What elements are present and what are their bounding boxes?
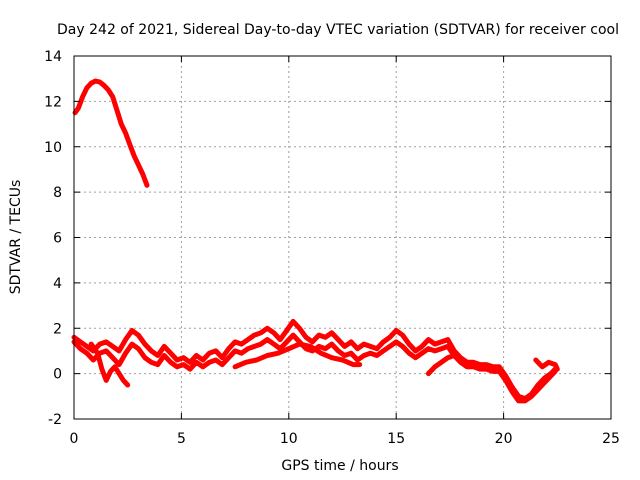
- y-tick-label: 8: [53, 185, 62, 201]
- x-tick-label: 5: [177, 431, 186, 447]
- x-tick-label: 10: [280, 431, 298, 447]
- series-line-low-branch-e: [425, 353, 472, 377]
- series-line-low-branch-f: [533, 357, 560, 372]
- series-line-high-branch: [72, 78, 150, 188]
- y-axis-label: SDTVAR / TECUs: [8, 180, 24, 295]
- x-tick-label: 0: [70, 431, 79, 447]
- series-line-low-branch-d: [232, 341, 363, 370]
- x-tick-label: 15: [387, 431, 405, 447]
- series-line-low-branch-c: [88, 341, 131, 388]
- y-tick-label: 0: [53, 367, 62, 383]
- y-tick-label: -2: [48, 412, 62, 428]
- ticks: 0 5 10 15 20 25 -2 0 2 4 6 8 10 12 14: [44, 49, 620, 447]
- y-tick-label: 2: [53, 321, 62, 337]
- grid: [74, 56, 611, 419]
- series-group: [71, 78, 560, 404]
- series-line-low-branch-a: [71, 318, 558, 402]
- x-tick-label: 25: [602, 431, 620, 447]
- chart-title: Day 242 of 2021, Sidereal Day-to-day VTE…: [57, 22, 619, 38]
- y-tick-label: 4: [53, 276, 62, 292]
- y-tick-label: 10: [44, 140, 62, 156]
- y-tick-label: 14: [44, 49, 62, 65]
- y-tick-label: 12: [44, 94, 62, 110]
- x-tick-label: 20: [495, 431, 513, 447]
- x-axis-label: GPS time / hours: [281, 458, 398, 474]
- y-tick-label: 6: [53, 231, 62, 247]
